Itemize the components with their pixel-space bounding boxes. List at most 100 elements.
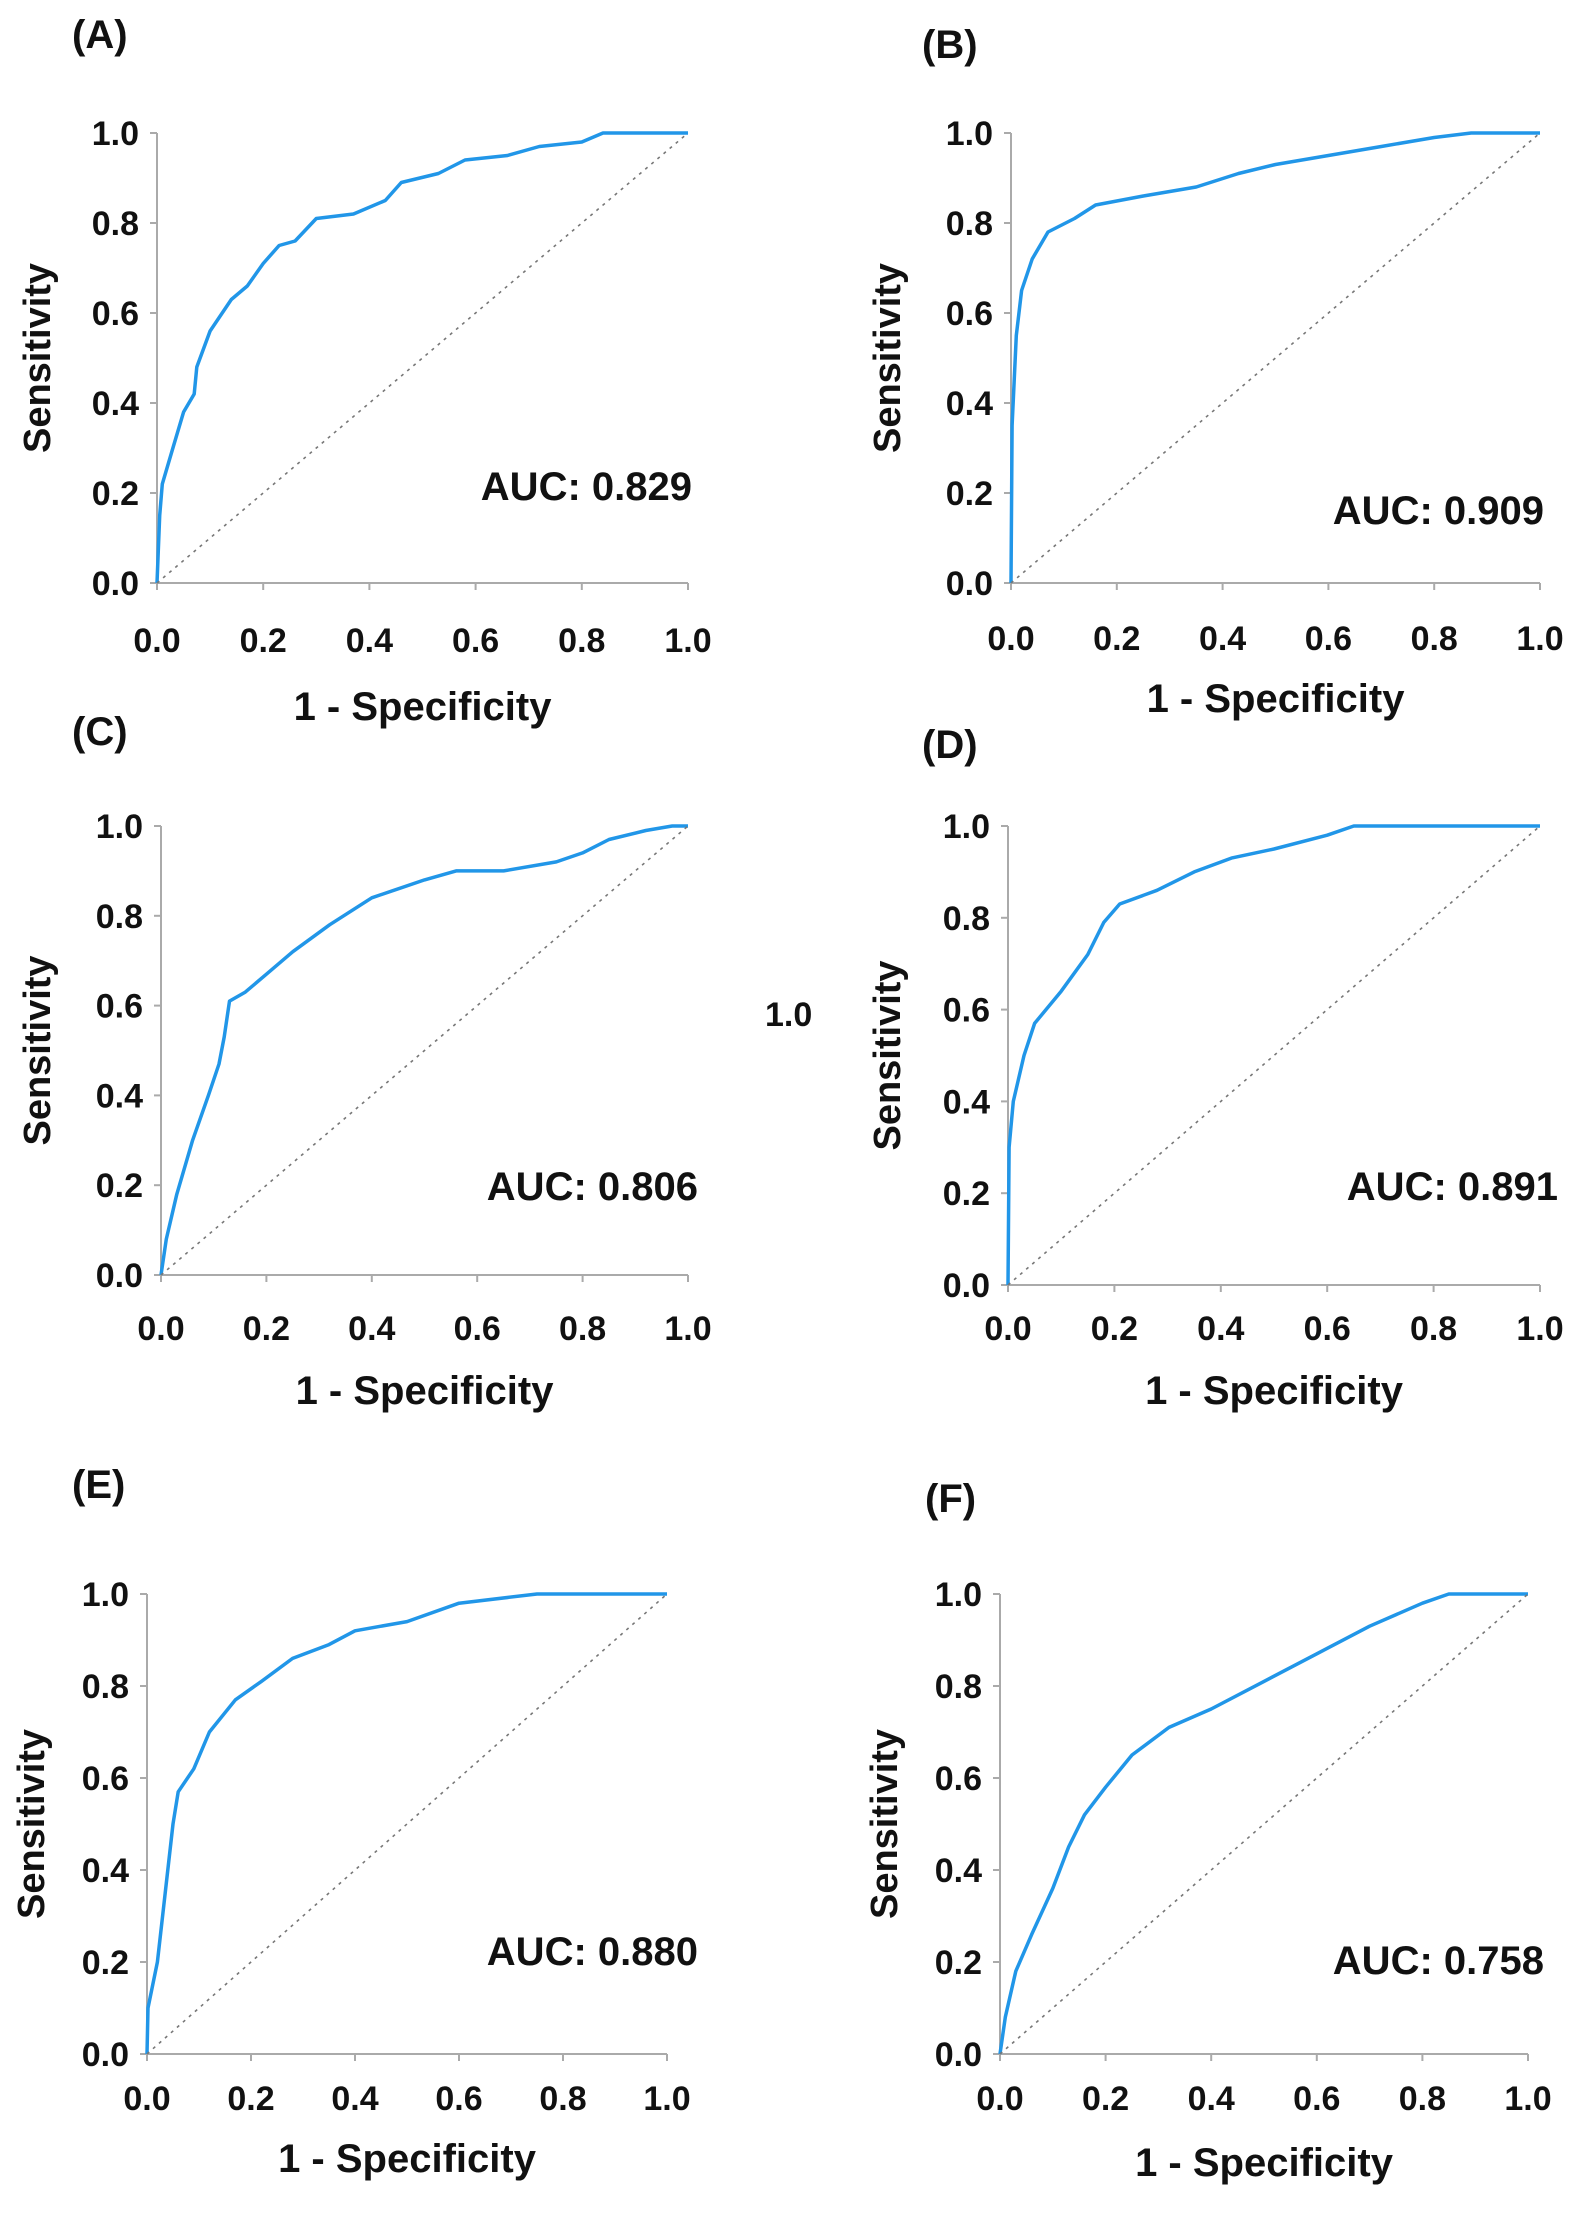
- y-tick-label: 0.0: [935, 2036, 982, 2074]
- x-tick-label: 0.2: [243, 1310, 290, 1348]
- x-tick-label: 0.0: [133, 622, 180, 660]
- x-tick-label: 1.0: [664, 622, 711, 660]
- x-tick-label: 0.8: [1410, 1310, 1457, 1348]
- y-tick-label: 0.6: [935, 1760, 982, 1798]
- auc-annotation: AUC: 0.880: [487, 1930, 698, 1974]
- x-tick-label: 0.4: [346, 622, 393, 660]
- x-tick-label: 0.0: [976, 2080, 1023, 2118]
- y-tick-label: 0.2: [935, 1944, 982, 1982]
- y-tick-label: 0.4: [96, 1077, 143, 1115]
- y-tick-label: 0.6: [946, 295, 993, 333]
- y-tick-label: 0.6: [943, 992, 990, 1030]
- auc-annotation: AUC: 0.758: [1333, 1939, 1544, 1983]
- auc-annotation: AUC: 0.891: [1347, 1165, 1558, 1209]
- x-axis-title: 1 - Specificity: [1147, 677, 1406, 721]
- y-tick-label: 1.0: [96, 808, 143, 846]
- panel-label: (E): [72, 1463, 125, 1507]
- y-tick-label: 0.8: [92, 205, 139, 243]
- y-tick-label: 0.0: [946, 565, 993, 603]
- x-tick-label: 0.8: [558, 622, 605, 660]
- x-tick-label: 0.2: [227, 2080, 274, 2118]
- x-tick-label: 0.6: [435, 2080, 482, 2118]
- roc-curve-line: [1009, 131, 1540, 584]
- x-tick-label: 0.6: [1304, 1310, 1351, 1348]
- y-tick-label: 0.0: [943, 1267, 990, 1305]
- x-tick-label: 1.0: [1516, 620, 1563, 658]
- x-axis-title: 1 - Specificity: [294, 685, 553, 729]
- panel-label: (A): [72, 13, 128, 57]
- panel-label: (C): [72, 710, 128, 754]
- x-tick-label: 1.0: [1516, 1310, 1563, 1348]
- x-tick-label: 1.0: [643, 2080, 690, 2118]
- y-tick-label: 0.4: [92, 385, 139, 423]
- x-tick-label: 0.6: [454, 1310, 501, 1348]
- x-tick-label: 0.4: [1197, 1310, 1244, 1348]
- y-tick-label: 1.0: [82, 1576, 129, 1614]
- y-tick-label: 0.8: [82, 1668, 129, 1706]
- y-tick-label: 0.8: [943, 900, 990, 938]
- x-tick-label: 0.6: [1293, 2080, 1340, 2118]
- reference-diagonal-line: [1010, 132, 1541, 584]
- y-tick-label: 0.4: [943, 1083, 990, 1121]
- x-axis-title: 1 - Specificity: [278, 2137, 537, 2181]
- x-tick-label: 0.0: [123, 2080, 170, 2118]
- y-tick-label: 0.8: [96, 898, 143, 936]
- x-tick-label: 0.6: [1305, 620, 1352, 658]
- panel-label: (B): [922, 23, 978, 67]
- y-tick-label: 0.6: [82, 1760, 129, 1798]
- x-tick-label: 0.4: [1188, 2080, 1235, 2118]
- y-tick-label: 0.0: [92, 565, 139, 603]
- x-tick-label: 1.0: [1504, 2080, 1551, 2118]
- panel-label: (F): [925, 1477, 976, 1521]
- y-tick-label: 0.4: [946, 385, 993, 423]
- auc-annotation: AUC: 0.909: [1333, 489, 1544, 533]
- x-tick-label: 0.8: [559, 1310, 606, 1348]
- y-tick-label: 0.2: [96, 1167, 143, 1205]
- y-tick-label: 0.2: [943, 1175, 990, 1213]
- y-tick-label: 0.6: [96, 988, 143, 1026]
- roc-curve-line: [145, 1592, 667, 2055]
- y-tick-label: 0.0: [82, 2036, 129, 2074]
- x-axis-title: 1 - Specificity: [1135, 2141, 1394, 2185]
- reference-diagonal-line: [1007, 825, 1541, 1286]
- stray-tick-label: 1.0: [765, 996, 812, 1034]
- y-tick-label: 0.4: [82, 1852, 129, 1890]
- y-tick-label: 0.8: [946, 205, 993, 243]
- y-axis-title: Sensitivity: [17, 263, 59, 453]
- y-axis-title: Sensitivity: [867, 960, 909, 1150]
- reference-diagonal-line: [160, 825, 689, 1276]
- x-tick-label: 0.4: [348, 1310, 395, 1348]
- y-tick-label: 1.0: [92, 115, 139, 153]
- x-axis-title: 1 - Specificity: [1145, 1369, 1404, 1413]
- y-tick-label: 0.6: [92, 295, 139, 333]
- roc-panel-f: (F) 0.0 0.2 0.4 0.6 0.8 1.0 0.0 0.2 0.4 0.6 0.8 1.0 1…: [864, 1477, 1552, 2185]
- y-tick-label: 0.4: [935, 1852, 982, 1890]
- roc-curve-line: [998, 1592, 1528, 2055]
- y-axis-title: Sensitivity: [11, 1729, 53, 1919]
- roc-curve-line: [159, 824, 688, 1276]
- auc-annotation: AUC: 0.829: [481, 465, 692, 509]
- x-tick-label: 0.2: [1082, 2080, 1129, 2118]
- roc-panel-d: (D) 0.0 0.2 0.4 0.6 0.8 1.0 0.0 0.2 0.4 0.6 0.8 1.0 1…: [867, 723, 1564, 1413]
- x-tick-label: 0.2: [1091, 1310, 1138, 1348]
- y-tick-label: 1.0: [946, 115, 993, 153]
- roc-curve-line: [155, 131, 688, 584]
- y-axis-title: Sensitivity: [864, 1729, 906, 1919]
- y-tick-label: 0.2: [82, 1944, 129, 1982]
- roc-panel-e: (E) 0.0 0.2 0.4 0.6 0.8 1.0 0.0 0.2 0.4 0.6 0.8 1.0 1…: [11, 1463, 698, 2181]
- y-tick-label: 0.0: [96, 1257, 143, 1295]
- x-tick-label: 0.8: [1399, 2080, 1446, 2118]
- y-tick-label: 1.0: [943, 808, 990, 846]
- x-tick-label: 0.0: [984, 1310, 1031, 1348]
- reference-diagonal-line: [156, 132, 689, 584]
- auc-annotation: AUC: 0.806: [487, 1165, 698, 1209]
- y-tick-label: 0.2: [92, 475, 139, 513]
- roc-panel-b: (B) 0.0 0.2 0.4 0.6 0.8 1.0 0.0 0.2 0.4 0.6 0.8 1.0 1…: [867, 23, 1564, 721]
- panel-label: (D): [922, 723, 978, 767]
- roc-panel-c: (C) 0.0 0.2 0.4 0.6 0.8 1.0 0.0 0.2 0.4 0.6 0.8 1.0 1…: [17, 710, 712, 1413]
- y-tick-label: 1.0: [935, 1576, 982, 1614]
- x-tick-label: 0.6: [452, 622, 499, 660]
- y-axis-title: Sensitivity: [867, 263, 909, 453]
- roc-curve-line: [1006, 824, 1540, 1286]
